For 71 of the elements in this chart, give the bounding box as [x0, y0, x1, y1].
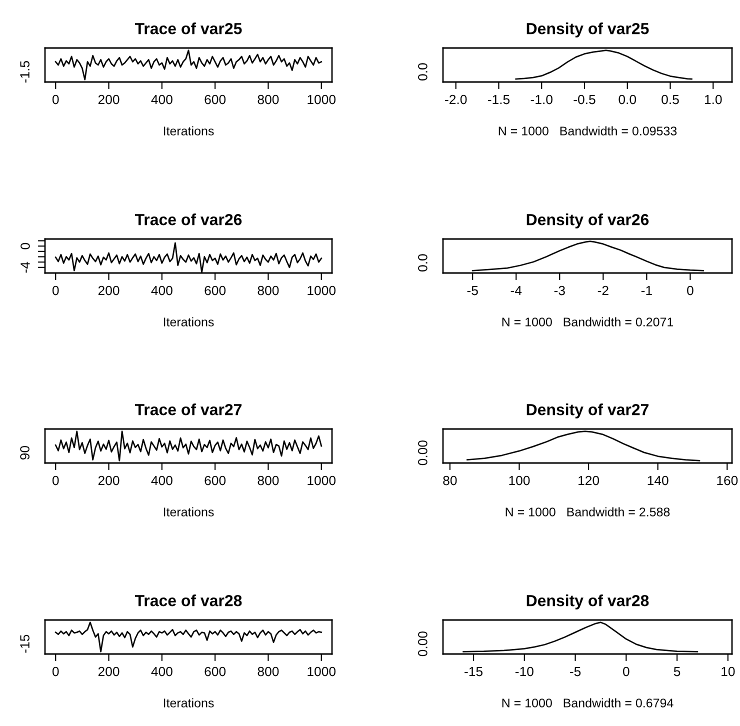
x-tick-label: 1000 — [308, 476, 336, 486]
x-axis-title: N = 1000 Bandwidth = 0.09533 — [498, 126, 677, 136]
x-axis-title: N = 1000 Bandwidth = 0.2071 — [502, 317, 674, 326]
x-tick-label: 200 — [98, 476, 120, 486]
chart-title: Density of var26 — [526, 214, 649, 228]
x-tick-label: 600 — [204, 476, 226, 486]
x-tick-label: 800 — [258, 476, 279, 486]
text: 0.0 — [418, 63, 428, 80]
x-tick-label: 1000 — [308, 666, 336, 676]
text: 0.00 — [418, 631, 428, 656]
x-axis-title: Iterations — [164, 317, 214, 326]
x-tick-label: 800 — [258, 94, 279, 104]
x-tick-label: 200 — [98, 94, 120, 104]
x-tick-label: 140 — [648, 476, 668, 486]
x-tick-label: -0.5 — [574, 94, 596, 104]
x-tick-label: 600 — [204, 286, 226, 296]
x-tick-label: -1.5 — [488, 94, 510, 104]
x-tick-label: -3 — [554, 286, 565, 296]
x-tick-label: -2.0 — [445, 94, 467, 104]
x-axis-title: Iterations — [164, 507, 214, 516]
x-tick-label: 200 — [98, 666, 120, 676]
x-tick-label: -2 — [598, 286, 608, 296]
x-tick-label: -1.0 — [530, 94, 552, 104]
x-tick-label: 120 — [578, 476, 600, 486]
text: 90 — [20, 446, 30, 460]
chart-title: Trace of var25 — [134, 22, 242, 34]
x-tick-label: 400 — [151, 94, 172, 104]
x-tick-label: 400 — [151, 666, 172, 676]
chart-title: Density of var27 — [526, 404, 648, 418]
chart-title: Trace of var28 — [134, 594, 242, 606]
x-tick-label: -10 — [515, 666, 534, 676]
text: -15 — [20, 634, 30, 653]
x-tick-label: 0 — [623, 666, 630, 676]
x-tick-label: -5 — [467, 286, 478, 296]
x-tick-label: 0.5 — [662, 94, 679, 104]
x-tick-label: 0 — [52, 286, 59, 296]
x-tick-label: 600 — [204, 666, 226, 676]
x-tick-label: 1000 — [308, 286, 336, 296]
x-tick-label: 0 — [52, 94, 59, 104]
chart-title: Trace of var26 — [134, 214, 242, 226]
x-tick-label: 800 — [258, 666, 279, 676]
x-tick-label: 5 — [674, 666, 680, 676]
text: -1.5 — [20, 60, 30, 83]
x-axis-title: Iterations — [164, 698, 214, 708]
x-tick-label: 100 — [509, 476, 530, 486]
x-tick-label: -5 — [570, 666, 581, 676]
x-tick-label: 10 — [722, 666, 735, 676]
chart-title: Density of var25 — [526, 22, 649, 38]
x-axis-title: N = 1000 Bandwidth = 0.6794 — [502, 698, 674, 708]
chart-title: Trace of var27 — [134, 404, 242, 416]
x-tick-label: 80 — [443, 476, 457, 486]
x-tick-label: 200 — [98, 286, 120, 296]
x-tick-label: 0 — [687, 286, 694, 296]
chart-title: Density of var28 — [526, 594, 649, 610]
x-tick-label: 0 — [52, 476, 59, 486]
x-tick-label: 600 — [204, 94, 226, 104]
x-tick-label: 400 — [151, 476, 172, 486]
x-tick-label: 0 — [52, 666, 59, 676]
x-tick-label: 400 — [151, 286, 172, 296]
text: 0.00 — [418, 440, 428, 466]
x-axis-title: Iterations — [164, 126, 214, 136]
x-axis-title: N = 1000 Bandwidth = 2.588 — [506, 507, 670, 516]
x-tick-label: 800 — [258, 286, 279, 296]
x-tick-label: 0.0 — [618, 94, 636, 104]
x-tick-label: -4 — [510, 286, 522, 296]
text: 0.0 — [418, 254, 428, 272]
x-tick-label: -1 — [641, 286, 652, 296]
x-tick-label: 1000 — [308, 94, 336, 104]
x-tick-label: 160 — [717, 476, 738, 486]
x-tick-label: -15 — [464, 666, 483, 676]
x-tick-label: 1.0 — [704, 94, 722, 104]
